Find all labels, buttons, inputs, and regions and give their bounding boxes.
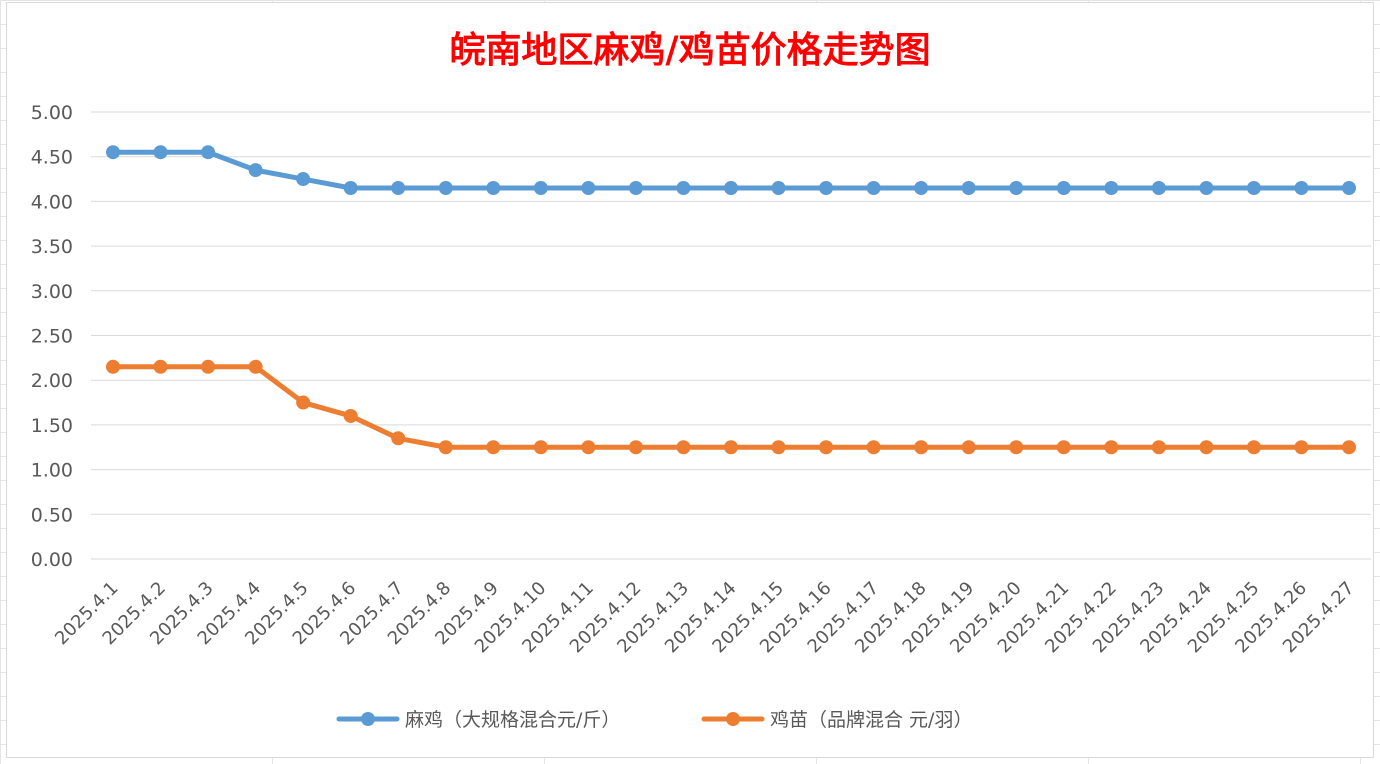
data-point [866, 440, 881, 455]
data-point [533, 440, 548, 455]
data-point [961, 440, 976, 455]
data-point [248, 163, 263, 178]
data-point [438, 440, 453, 455]
data-point [1246, 440, 1261, 455]
data-point [724, 440, 738, 455]
y-tick-label: 4.00 [31, 191, 73, 213]
data-point [153, 359, 168, 374]
data-point [438, 180, 453, 195]
data-point [201, 145, 216, 160]
data-point [486, 180, 501, 195]
y-tick-label: 5.00 [31, 102, 73, 124]
legend-item: 鸡苗（品牌混合 元/羽） [701, 709, 972, 731]
legend-label: 麻鸡（大规格混合元/斤） [405, 709, 620, 731]
data-point [628, 440, 643, 455]
y-tick-label: 2.50 [31, 326, 73, 348]
data-point [248, 359, 263, 374]
data-point [914, 440, 929, 455]
x-axis: 2025.4.12025.4.22025.4.32025.4.42025.4.5… [51, 578, 1359, 658]
legend-swatch-marker [726, 712, 740, 726]
data-point [1056, 180, 1071, 195]
y-axis: 0.00 0.50 1.00 1.50 2.00 2.50 3.00 3.50 4.00 4.50… [31, 102, 73, 571]
data-point [628, 180, 643, 195]
data-point [1246, 180, 1261, 195]
data-point [676, 180, 691, 195]
legend-swatch-marker [361, 712, 375, 726]
line-chart: 皖南地区麻鸡/鸡苗价格走势图 0.00 0.50 1.00 1.50 2.00 2.50 3… [31, 29, 1371, 731]
data-point [343, 180, 358, 195]
data-point [771, 440, 786, 455]
data-point [153, 145, 168, 160]
legend: 麻鸡（大规格混合元/斤） 鸡苗（品牌混合 元/羽） [336, 709, 972, 731]
series-1 [106, 145, 1356, 195]
data-point [106, 359, 120, 374]
data-point [391, 180, 406, 195]
data-point [1104, 180, 1119, 195]
data-point [581, 440, 596, 455]
data-point [961, 180, 976, 195]
data-point [1151, 440, 1166, 455]
y-tick-label: 0.50 [31, 504, 73, 526]
data-point [106, 145, 120, 160]
data-point [533, 180, 548, 195]
data-point [1009, 440, 1024, 455]
y-tick-label: 3.50 [31, 236, 73, 258]
data-point [1199, 180, 1214, 195]
data-point [1294, 180, 1309, 195]
data-point [391, 431, 406, 446]
data-point [819, 440, 834, 455]
data-point [296, 172, 311, 187]
data-point [866, 180, 881, 195]
legend-label: 鸡苗（品牌混合 元/羽） [770, 709, 972, 731]
data-point [343, 408, 358, 423]
data-point [486, 440, 501, 455]
y-tick-label: 1.00 [31, 460, 73, 482]
legend-item: 麻鸡（大规格混合元/斤） [336, 709, 620, 731]
y-tick-label: 4.50 [31, 147, 73, 169]
series-lines [106, 145, 1356, 455]
data-point [296, 395, 311, 410]
data-point [1294, 440, 1309, 455]
y-tick-label: 2.00 [31, 370, 73, 392]
data-point [1342, 440, 1356, 455]
data-point [914, 180, 929, 195]
data-point [1199, 440, 1214, 455]
data-point [1009, 180, 1024, 195]
data-point [1151, 180, 1166, 195]
data-point [1342, 180, 1356, 195]
data-point [819, 180, 834, 195]
data-point [201, 359, 216, 374]
data-point [676, 440, 691, 455]
data-point [1104, 440, 1119, 455]
data-point [581, 180, 596, 195]
data-point [724, 180, 738, 195]
chart-area: 皖南地区麻鸡/鸡苗价格走势图 0.00 0.50 1.00 1.50 2.00 2.50 3… [6, 2, 1374, 758]
data-point [771, 180, 786, 195]
y-tick-label: 3.00 [31, 281, 73, 303]
y-tick-label: 1.50 [31, 415, 73, 437]
data-point [1056, 440, 1071, 455]
y-tick-label: 0.00 [31, 549, 73, 571]
series-2 [106, 359, 1356, 455]
chart-title: 皖南地区麻鸡/鸡苗价格走势图 [449, 29, 930, 71]
gridlines [91, 111, 1371, 560]
